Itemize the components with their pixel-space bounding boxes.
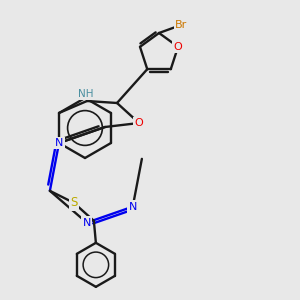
Text: S: S [70,196,78,209]
Text: O: O [174,42,182,52]
Text: NH: NH [78,89,94,99]
Text: Br: Br [175,20,187,30]
Text: N: N [55,138,63,148]
Text: N: N [128,202,137,212]
Text: N: N [82,218,91,228]
Text: O: O [135,118,143,128]
